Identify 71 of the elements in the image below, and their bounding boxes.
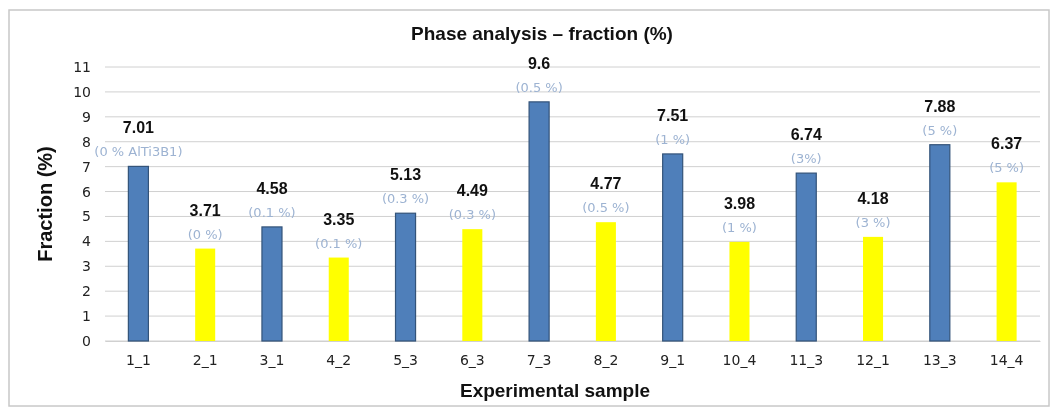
bar xyxy=(394,212,417,342)
y-tick-label: 6 xyxy=(82,183,92,200)
x-tick-label: 1_1 xyxy=(125,351,151,368)
bar xyxy=(729,241,750,341)
data-label: 4.77 xyxy=(590,175,622,193)
bar xyxy=(127,165,150,342)
data-label: 3.71 xyxy=(189,201,221,219)
bar xyxy=(528,101,550,342)
data-label: 7.51 xyxy=(657,106,689,124)
x-tick-label: 13_3 xyxy=(922,351,957,368)
data-label: 4.18 xyxy=(857,189,889,207)
x-tick-label: 3_1 xyxy=(259,351,285,368)
data-label: 6.37 xyxy=(991,135,1023,153)
bar xyxy=(996,182,1017,341)
y-tick-label: 5 xyxy=(82,208,91,225)
data-label: 5.13 xyxy=(389,166,422,184)
annotation: (0.3 %) xyxy=(448,207,496,223)
annotation: (1 %) xyxy=(722,219,757,235)
bar xyxy=(328,257,349,341)
x-tick-label: 12_1 xyxy=(856,351,890,368)
bar xyxy=(795,172,817,342)
data-label: 9.6 xyxy=(527,54,551,72)
y-tick-label: 2 xyxy=(82,283,91,300)
annotation: (0.1 %) xyxy=(248,204,296,220)
annotation: (1 %) xyxy=(655,131,691,147)
data-label: 7.88 xyxy=(924,97,956,115)
x-tick-label: 6_3 xyxy=(459,351,485,368)
y-tick-label: 8 xyxy=(82,133,91,150)
bar xyxy=(195,248,216,341)
annotation: (5 %) xyxy=(989,160,1025,176)
y-axis-title: Fraction (%) xyxy=(34,146,56,262)
y-tick-label: 10 xyxy=(73,83,91,100)
data-label: 3.35 xyxy=(323,210,355,228)
x-tick-label: 14_4 xyxy=(989,351,1024,368)
x-tick-label: 5_3 xyxy=(393,351,418,368)
annotation: (0.5 %) xyxy=(582,200,630,216)
y-tick-label: 9 xyxy=(82,108,91,125)
annotation: (0.5 %) xyxy=(515,79,563,95)
annotation: (5 %) xyxy=(922,122,958,138)
bar xyxy=(929,144,951,342)
bar xyxy=(863,236,884,341)
y-tick-label: 7 xyxy=(82,158,91,175)
annotation: (0 % AlTi3B1) xyxy=(94,144,183,160)
y-tick-label: 3 xyxy=(82,258,91,275)
annotation: (0.1 %) xyxy=(315,235,363,251)
bar xyxy=(261,226,283,342)
data-label: 3.98 xyxy=(723,194,756,212)
annotation: (3 %) xyxy=(855,214,891,230)
y-tick-label: 1 xyxy=(82,308,91,325)
data-label: 4.49 xyxy=(456,182,488,200)
bar xyxy=(595,222,616,341)
annotation: (3%) xyxy=(790,151,822,167)
data-label: 4.58 xyxy=(256,179,288,197)
y-tick-label: 11 xyxy=(73,58,91,75)
x-tick-label: 11_3 xyxy=(789,351,824,368)
y-tick-label: 0 xyxy=(82,332,91,349)
annotation: (0 %) xyxy=(187,226,223,242)
x-axis-title: Experimental sample xyxy=(459,380,651,401)
x-tick-label: 10_4 xyxy=(722,351,757,368)
x-tick-label: 4_2 xyxy=(326,351,352,368)
bar xyxy=(662,153,684,342)
x-tick-label: 9_1 xyxy=(660,351,686,368)
x-tick-label: 7_3 xyxy=(526,351,552,368)
bar xyxy=(462,229,483,341)
data-label: 6.74 xyxy=(790,126,822,144)
chart-title: Phase analysis – fraction (%) xyxy=(411,23,673,44)
annotation: (0.3 %) xyxy=(381,191,430,207)
y-tick-label: 4 xyxy=(82,233,92,250)
data-label: 7.01 xyxy=(122,119,155,137)
x-tick-label: 8_2 xyxy=(593,351,619,368)
x-tick-label: 2_1 xyxy=(192,351,218,368)
